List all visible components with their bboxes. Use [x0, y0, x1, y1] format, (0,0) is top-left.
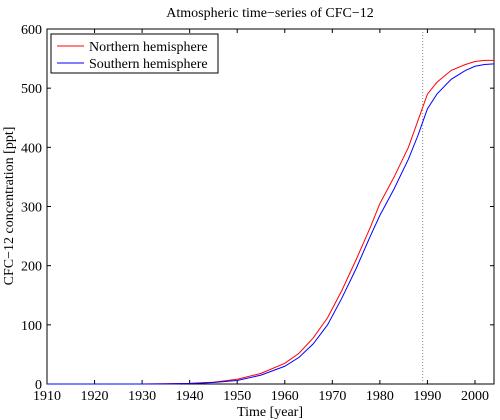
x-tick-label: 1910 [33, 389, 61, 404]
legend: Northern hemisphere Southern hemisphere [50, 33, 219, 74]
series-line-southern [47, 63, 495, 385]
y-tick-label: 200 [21, 260, 42, 275]
y-tick-label: 300 [21, 201, 42, 216]
x-tick-label: 1970 [318, 389, 346, 404]
legend-box [50, 33, 219, 74]
y-tick-label: 600 [21, 23, 42, 38]
x-tick-label: 1990 [413, 389, 441, 404]
x-tick-label: 1920 [81, 389, 109, 404]
x-tick-label: 1950 [223, 389, 251, 404]
x-tick-label: 1980 [366, 389, 394, 404]
plot-area [46, 28, 495, 385]
y-tick-label: 500 [21, 82, 42, 97]
y-tick-label: 0 [35, 378, 42, 393]
x-axis-label: Time [year] [237, 405, 303, 420]
y-tick-label: 400 [21, 141, 42, 156]
y-axis-ticks: 0 100 200 300 400 500 600 [21, 23, 494, 393]
series-layer [47, 59, 495, 385]
x-tick-label: 1960 [271, 389, 299, 404]
y-tick-label: 100 [21, 319, 42, 334]
y-axis-label: CFC−12 concentration [ppt] [2, 127, 17, 286]
legend-label-northern: Northern hemisphere [89, 40, 208, 55]
x-tick-label: 1930 [128, 389, 156, 404]
legend-label-southern: Southern hemisphere [89, 57, 208, 72]
x-tick-label: 1940 [176, 389, 204, 404]
chart-title: Atmospheric time−series of CFC−12 [166, 6, 374, 21]
x-axis-ticks: 1910 1920 1930 1940 1950 1960 1970 1980 1990 2000 [33, 29, 489, 404]
x-tick-label: 2000 [461, 389, 489, 404]
